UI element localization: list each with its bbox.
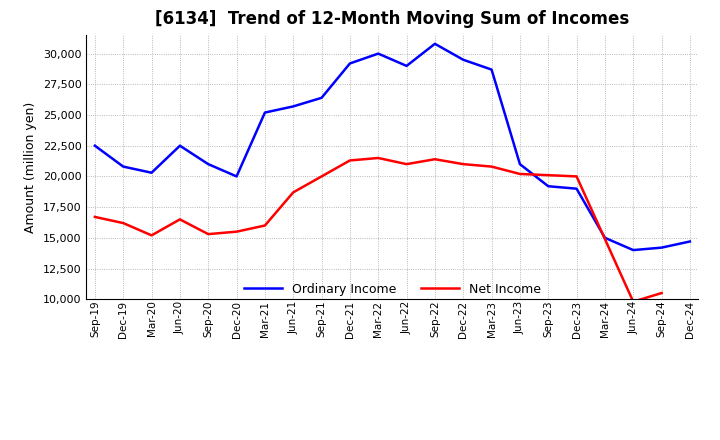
- Line: Net Income: Net Income: [95, 158, 662, 302]
- Y-axis label: Amount (million yen): Amount (million yen): [24, 102, 37, 233]
- Net Income: [600, 236, 609, 242]
- Net Income: [346, 158, 354, 163]
- Net Income: [204, 231, 212, 237]
- Net Income: [289, 190, 297, 195]
- Net Income: [91, 214, 99, 220]
- Net Income: [431, 157, 439, 162]
- Net Income: [233, 229, 241, 235]
- Legend: Ordinary Income, Net Income: Ordinary Income, Net Income: [244, 282, 541, 296]
- Net Income: [459, 161, 467, 167]
- Ordinary Income: [346, 61, 354, 66]
- Ordinary Income: [459, 57, 467, 62]
- Ordinary Income: [233, 174, 241, 179]
- Net Income: [544, 172, 552, 178]
- Ordinary Income: [176, 143, 184, 148]
- Net Income: [176, 217, 184, 222]
- Ordinary Income: [629, 247, 637, 253]
- Ordinary Income: [685, 239, 694, 244]
- Ordinary Income: [261, 110, 269, 115]
- Line: Ordinary Income: Ordinary Income: [95, 44, 690, 250]
- Net Income: [148, 233, 156, 238]
- Net Income: [261, 223, 269, 228]
- Ordinary Income: [119, 164, 127, 169]
- Ordinary Income: [516, 161, 524, 167]
- Net Income: [119, 220, 127, 226]
- Title: [6134]  Trend of 12-Month Moving Sum of Incomes: [6134] Trend of 12-Month Moving Sum of I…: [156, 10, 629, 28]
- Net Income: [572, 174, 581, 179]
- Ordinary Income: [289, 104, 297, 109]
- Net Income: [516, 171, 524, 176]
- Net Income: [487, 164, 496, 169]
- Ordinary Income: [402, 63, 411, 69]
- Net Income: [374, 155, 382, 161]
- Ordinary Income: [600, 235, 609, 240]
- Ordinary Income: [487, 67, 496, 72]
- Net Income: [629, 299, 637, 304]
- Net Income: [657, 290, 666, 296]
- Net Income: [402, 161, 411, 167]
- Ordinary Income: [91, 143, 99, 148]
- Net Income: [318, 174, 326, 179]
- Ordinary Income: [318, 95, 326, 100]
- Ordinary Income: [431, 41, 439, 47]
- Ordinary Income: [148, 170, 156, 176]
- Ordinary Income: [204, 161, 212, 167]
- Ordinary Income: [544, 183, 552, 189]
- Ordinary Income: [657, 245, 666, 250]
- Ordinary Income: [374, 51, 382, 56]
- Ordinary Income: [572, 186, 581, 191]
